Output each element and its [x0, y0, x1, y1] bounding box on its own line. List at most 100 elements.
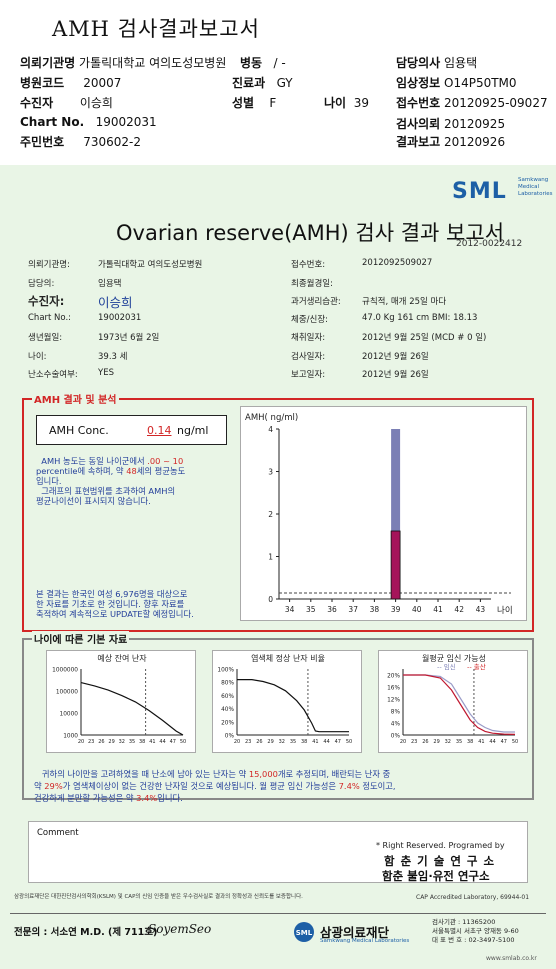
mini-chart-y-tick-label: 20%	[387, 674, 400, 680]
remaining-eggs-svg: 예상 잔여 난자 1000 10000 100000 1000000 20 23 26 29 32…	[52, 653, 186, 745]
amh-chart-x-tick-label: 35	[306, 605, 316, 614]
age-section-title: 나이에 따른 기본 자료	[32, 631, 130, 646]
amh-chart-x-tick-label: 39	[391, 605, 401, 614]
mini-chart-y-tick-label: 1000000	[52, 668, 78, 674]
header-field-ward: 병동 / -	[240, 56, 286, 70]
amh-conc-value: 0.14	[147, 424, 172, 437]
mini-chart-remaining-eggs: 예상 잔여 난자 1000 10000 100000 1000000 20 23 26 29 32…	[46, 650, 196, 753]
institute-name-1: 함 춘 기 술 연 구 소	[384, 854, 496, 868]
mini-chart-x-tick-label: 50	[180, 739, 186, 745]
field-value-birth: 1973년 6월 2일	[98, 333, 160, 343]
field-label-surgery: 난소수술여부:	[28, 370, 78, 380]
field-label-doctor: 담당의:	[28, 279, 55, 289]
field-label-institution: 의뢰기관명:	[28, 260, 70, 270]
age-section-box	[22, 638, 534, 800]
mini-chart-y-tick-label: 20%	[221, 720, 234, 726]
mini-chart-x-tick-label: 44	[159, 739, 165, 745]
institute-name-2: 함춘 불임·유전 연구소	[382, 869, 490, 883]
field-label-report-date: 보고일자:	[291, 370, 326, 380]
field-value-institution: 가톨릭대학교 여의도성모병원	[98, 260, 203, 270]
field-label-test-date: 검사일자:	[291, 352, 326, 362]
field-label-weight-height: 체중/신장:	[291, 315, 329, 325]
mini-chart-x-tick-label: 26	[256, 739, 262, 745]
header-field-report: 결과보고 20120926	[396, 135, 506, 149]
amh-chart-y-tick-label: 1	[268, 553, 273, 562]
report-sheet: SML Samkwang Medical Laboratories Ovarian …	[0, 165, 556, 969]
age-summary-text: 귀하의 나이만을 고려하였을 때 난소에 남아 있는 난자는 약 15,000개…	[34, 769, 396, 803]
mini-chart-legend-item: -- 임신	[437, 662, 456, 671]
header-field-age: 나이 39	[324, 96, 370, 110]
normal-ratio-svg: 염색체 정상 난자 비율 0% 20% 40% 60% 80% 100% 20 23 26 29 32…	[217, 653, 352, 745]
foundation-contact: 검사기관 : 11365200 서울특별시 서초구 양재동 9-60 대 표 번…	[432, 918, 519, 944]
amh-chart: AMH( ng/ml) 0 1 2 3 4 34 35 36 37 38 39 40 41 42 43 나이	[240, 406, 527, 621]
report-number: 2012-0022412	[456, 239, 523, 249]
amh-chart-x-tick-label: 40	[412, 605, 422, 614]
field-value-chart-no: 19002031	[98, 313, 142, 323]
field-value-age: 39.3 세	[98, 352, 128, 362]
sml-logo-subtitle: Samkwang Medical Laboratories	[518, 177, 553, 197]
header-field-dept: 진료과 GY	[232, 76, 293, 90]
mini-chart-x-tick-label: 35	[290, 739, 296, 745]
header-title: AMH 검사결과보고서	[52, 17, 260, 41]
mini-chart-x-tick-label: 29	[108, 739, 114, 745]
amh-chart-y-tick-label: 3	[268, 468, 273, 477]
mini-chart-x-tick-label: 38	[301, 739, 307, 745]
svg-text:SML: SML	[296, 929, 313, 937]
mini-chart-x-tick-label: 44	[489, 739, 495, 745]
mini-chart-x-tick-label: 26	[98, 739, 104, 745]
mini-chart-x-tick-label: 44	[323, 739, 329, 745]
footer-doctor: 전문의 : 서소연 M.D. (제 711호)	[14, 927, 158, 938]
field-value-report-date: 2012년 9월 26일	[362, 370, 429, 380]
field-value-patient: 이승희	[98, 295, 133, 310]
mini-chart-y-tick-label: 16%	[387, 686, 400, 692]
sml-small-logo-icon: SML	[291, 921, 317, 943]
amh-range-bar	[391, 429, 401, 531]
mini-chart-y-tick-label: 100000	[56, 690, 78, 696]
foundation-name: 삼광의료재단	[320, 925, 390, 940]
mini-chart-x-tick-label: 32	[119, 739, 125, 745]
report-title: Ovarian reserve(AMH) 검사 결과 보고서	[116, 221, 505, 245]
mini-chart-title: 예상 잔여 난자	[97, 653, 147, 663]
header-field-request: 검사의뢰 20120925	[396, 117, 506, 131]
amh-chart-xlabel: 나이	[497, 605, 513, 616]
mini-chart-y-tick-label: 80%	[221, 681, 234, 687]
rights-text: * Right Reserved. Programed by	[376, 841, 505, 850]
amh-section-box	[22, 398, 534, 632]
mini-chart-x-tick-label: 50	[346, 739, 352, 745]
mini-chart-x-tick-label: 20	[400, 739, 406, 745]
mini-chart-x-tick-label: 38	[139, 739, 145, 745]
footer-url: www.smlab.co.kr	[486, 955, 537, 962]
field-value-surgery: YES	[98, 368, 114, 378]
amh-chart-x-tick-label: 43	[476, 605, 486, 614]
field-label-chart-no: Chart No.:	[28, 313, 72, 323]
field-value-weight-height: 47.0 Kg 161 cm BMI: 18.13	[362, 313, 478, 323]
mini-chart-series-line	[403, 674, 516, 735]
mini-chart-x-tick-label: 47	[501, 739, 507, 745]
header-field-clinical: 임상정보 O14P50TM0	[396, 76, 517, 90]
field-value-receipt: 2012092509027	[362, 258, 433, 268]
pregnancy-svg: 월평균 임신 가능성 0% 4% 8% 12% 16% 20% 20 23 26 29 32 35 38 4…	[387, 653, 518, 745]
header-field-resident-no: 주민번호 730602-2	[20, 135, 142, 149]
mini-chart-x-tick-label: 32	[279, 739, 285, 745]
mini-chart-series-line	[403, 674, 515, 733]
mini-chart-series-line	[237, 679, 349, 733]
mini-chart-x-tick-label: 41	[312, 739, 318, 745]
mini-chart-x-tick-label: 23	[245, 739, 251, 745]
amh-chart-ylabel: AMH( ng/ml)	[245, 413, 298, 423]
field-label-age: 나이:	[28, 352, 47, 362]
mini-chart-x-tick-label: 32	[445, 739, 451, 745]
field-value-doctor: 임용택	[98, 279, 122, 289]
field-label-birth: 생년월일:	[28, 333, 63, 343]
amh-description: AMH 농도는 동일 나이군에서 .00 ~ 10 percentile에 속하…	[36, 456, 186, 506]
field-value-test-date: 2012년 9월 26일	[362, 352, 429, 362]
amh-section-title: AMH 결과 및 분석	[32, 391, 119, 406]
mini-chart-x-tick-label: 50	[512, 739, 518, 745]
mini-chart-y-tick-label: 12%	[387, 698, 400, 704]
field-label-lmp: 최종월경일:	[291, 279, 333, 289]
header-field-sex: 성별 F	[232, 96, 277, 110]
field-label-menstrual: 과거생리습관:	[291, 297, 341, 307]
amh-chart-x-tick-label: 37	[348, 605, 358, 614]
mini-chart-y-tick-label: 40%	[221, 707, 234, 713]
mini-chart-x-tick-label: 29	[267, 739, 273, 745]
comment-label: Comment	[37, 828, 79, 838]
